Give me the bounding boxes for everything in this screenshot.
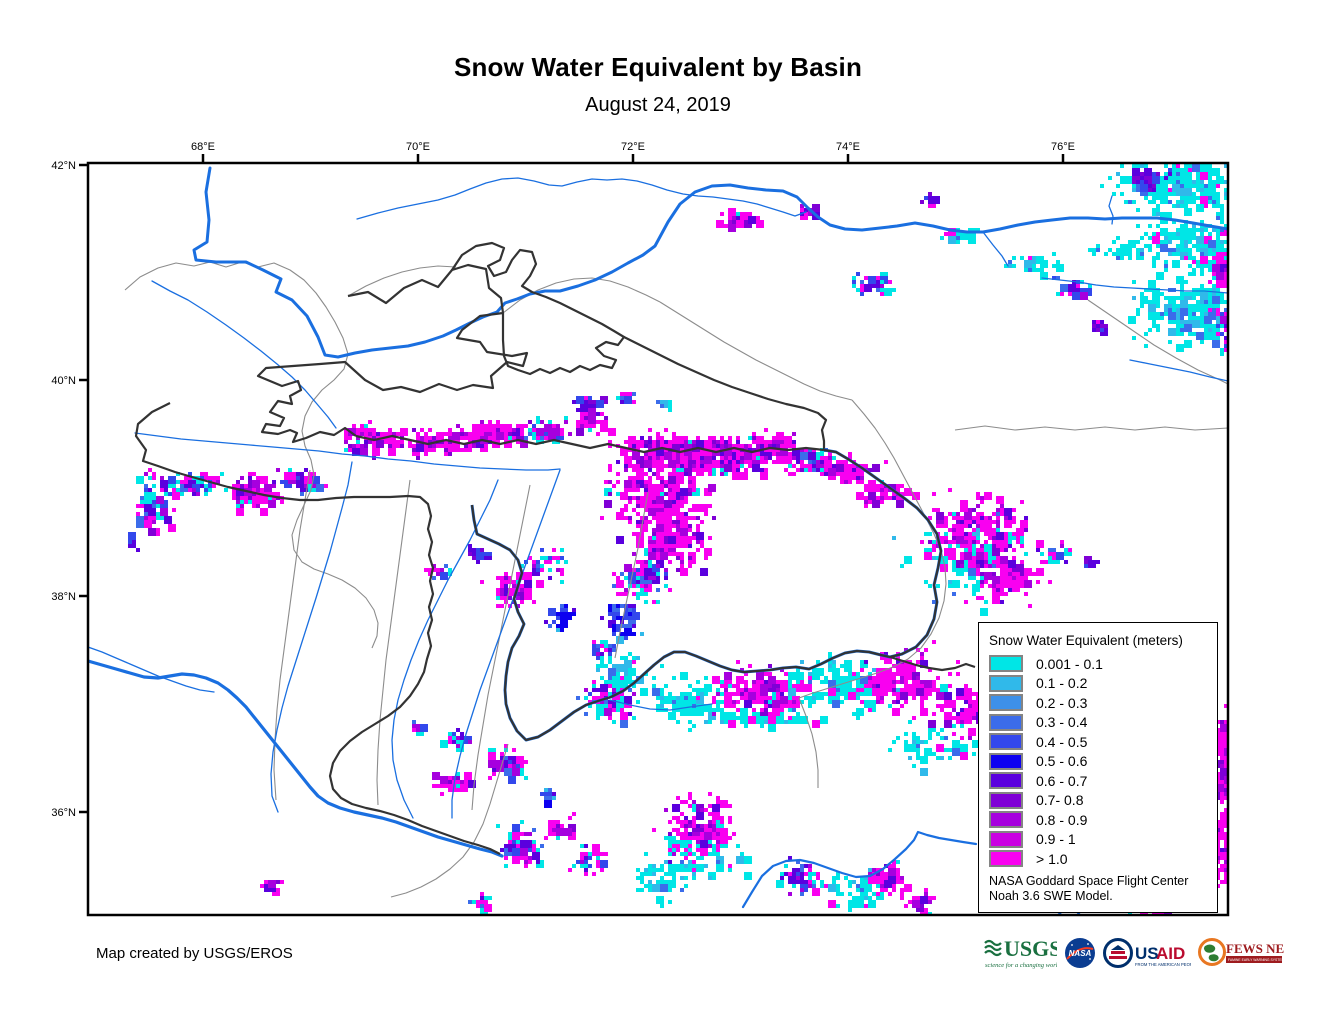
legend-swatch (989, 830, 1023, 848)
nasa-wordmark: NASA (1069, 949, 1092, 958)
legend-entry: 0.3 - 0.4 (989, 713, 1207, 733)
legend-entry: 0.5 - 0.6 (989, 752, 1207, 772)
logos-row: USGS science for a changing world NASA U… (983, 933, 1284, 973)
legend-entry: 0.001 - 0.1 (989, 654, 1207, 674)
legend-swatch (989, 811, 1023, 829)
fewsnet-banner (1226, 956, 1282, 963)
legend-entry: 0.2 - 0.3 (989, 693, 1207, 713)
legend-entry: 0.9 - 1 (989, 830, 1207, 850)
usaid-us-text: US (1135, 944, 1159, 963)
legend-entry-label: 0.7- 0.8 (1036, 792, 1084, 809)
legend-entry-label: 0.3 - 0.4 (1036, 714, 1088, 731)
fewsnet-wordmark: FEWS NET (1226, 941, 1284, 956)
y-tick-label: 42°N (51, 160, 76, 172)
rivers-layer (88, 166, 1228, 915)
fewsnet-logo: FEWS NET FAMINE EARLY WARNING SYSTEMS NE… (1198, 935, 1284, 971)
x-tick-label: 70°E (406, 141, 430, 153)
legend-entry: 0.6 - 0.7 (989, 771, 1207, 791)
legend-entry: 0.7- 0.8 (989, 791, 1207, 811)
x-tick-label: 76°E (1051, 141, 1075, 153)
usaid-tagline: FROM THE AMERICAN PEOPLE (1135, 962, 1191, 967)
usaid-logo: US AID FROM THE AMERICAN PEOPLE (1103, 936, 1191, 970)
usaid-aid-text: AID (1156, 944, 1185, 963)
legend-swatch (989, 850, 1023, 868)
legend-swatch (989, 713, 1023, 731)
x-tick-label: 72°E (621, 141, 645, 153)
usgs-tagline: science for a changing world (985, 962, 1057, 969)
legend-swatch (989, 733, 1023, 751)
legend-title: Snow Water Equivalent (meters) (989, 633, 1183, 648)
legend-entry: 0.1 - 0.2 (989, 674, 1207, 694)
legend-entry-label: 0.001 - 0.1 (1036, 655, 1103, 672)
legend-swatch (989, 694, 1023, 712)
nasa-logo: NASA (1064, 937, 1096, 969)
legend-box: Snow Water Equivalent (meters) 0.001 - 0… (978, 622, 1218, 913)
y-tick-label: 36°N (51, 807, 76, 819)
legend-swatch (989, 674, 1023, 692)
y-tick-label: 40°N (51, 375, 76, 387)
legend-entry: 0.4 - 0.5 (989, 732, 1207, 752)
usgs-logo: USGS science for a changing world (983, 935, 1057, 971)
fewsnet-tagline: FAMINE EARLY WARNING SYSTEMS NETWORK (1228, 958, 1284, 962)
legend-swatch (989, 772, 1023, 790)
legend-swatch (989, 791, 1023, 809)
dark-borders-layer (134, 241, 976, 855)
legend-footer: NASA Goddard Space Flight Center Noah 3.… (989, 874, 1207, 905)
legend-entry-label: 0.5 - 0.6 (1036, 753, 1088, 770)
usgs-wordmark: USGS (1004, 936, 1057, 961)
legend-entry-label: > 1.0 (1036, 850, 1068, 867)
map-subtitle: August 24, 2019 (585, 94, 731, 116)
legend-footer-line1: NASA Goddard Space Flight Center (989, 873, 1189, 888)
legend-entry-label: 0.4 - 0.5 (1036, 733, 1088, 750)
nasa-swoosh-icon (1066, 947, 1094, 960)
legend-entry-label: 0.9 - 1 (1036, 831, 1076, 848)
map-title: Snow Water Equivalent by Basin (453, 52, 863, 82)
x-tick-label: 68°E (191, 141, 215, 153)
legend-entry-label: 0.2 - 0.3 (1036, 694, 1088, 711)
legend-swatch (989, 752, 1023, 770)
map-frame (86, 161, 1230, 917)
usgs-wave-icon (984, 939, 1002, 957)
x-tick-label: 74°E (836, 141, 860, 153)
graticule-ticks: 68°E 70°E 72°E 74°E 76°E 42°N 40°N 38°N 36°N (51, 141, 1075, 819)
legend-entry: 0.8 - 0.9 (989, 810, 1207, 830)
legend-entries: 0.001 - 0.1 0.1 - 0.2 0.2 - 0.3 0.3 - 0.4 0.… (989, 654, 1207, 869)
legend-entry-label: 0.1 - 0.2 (1036, 675, 1088, 692)
legend-entry-label: 0.6 - 0.7 (1036, 772, 1088, 789)
snow-layer (128, 163, 1228, 915)
legend-entry-label: 0.8 - 0.9 (1036, 811, 1088, 828)
map-credit: Map created by USGS/EROS (96, 945, 293, 962)
legend-footer-line2: Noah 3.6 SWE Model. (989, 889, 1113, 904)
map-layers (88, 163, 1228, 915)
legend-entry: > 1.0 (989, 849, 1207, 869)
y-tick-label: 38°N (51, 591, 76, 603)
legend-swatch (989, 655, 1023, 673)
